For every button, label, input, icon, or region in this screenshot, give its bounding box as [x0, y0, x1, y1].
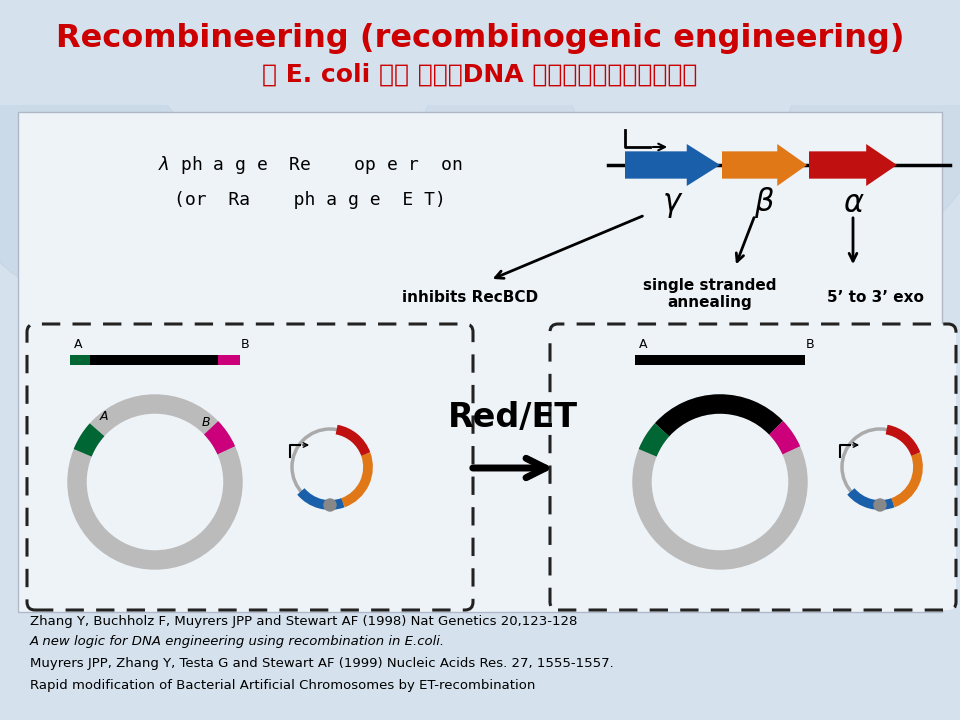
Text: B: B [241, 338, 250, 351]
Text: A: A [100, 410, 108, 423]
Circle shape [785, 45, 960, 235]
Text: A: A [638, 338, 647, 351]
Text: A: A [74, 338, 83, 351]
Text: Red/ET: Red/ET [448, 402, 578, 434]
Polygon shape [809, 144, 897, 186]
Text: A: A [665, 410, 674, 423]
FancyBboxPatch shape [0, 0, 960, 105]
Text: B: B [805, 338, 814, 351]
Polygon shape [722, 144, 807, 186]
FancyBboxPatch shape [550, 324, 956, 610]
Text: Muyrers JPP, Zhang Y, Testa G and Stewart AF (1999) Nucleic Acids Res. 27, 1555-: Muyrers JPP, Zhang Y, Testa G and Stewar… [30, 657, 613, 670]
Circle shape [420, 60, 580, 220]
Text: γ: γ [663, 189, 681, 217]
Polygon shape [625, 144, 720, 186]
Text: β: β [755, 187, 774, 218]
Text: (or  Ra    ph a g e  E T): (or Ra ph a g e E T) [174, 191, 446, 209]
FancyBboxPatch shape [18, 112, 942, 612]
Text: $\lambda$ ph a g e  Re    op e r  on: $\lambda$ ph a g e Re op e r on [157, 154, 462, 176]
Text: Recombineering (recombinogenic engineering): Recombineering (recombinogenic engineeri… [56, 22, 904, 53]
Text: Zhang Y, Buchholz F, Muyrers JPP and Stewart AF (1998) Nat Genetics 20,123-128: Zhang Y, Buchholz F, Muyrers JPP and Ste… [30, 616, 577, 629]
FancyBboxPatch shape [27, 324, 473, 610]
Text: 在 E. coli 中对 大片殽DNA 进行修饰的基因工程技术: 在 E. coli 中对 大片殽DNA 进行修饰的基因工程技术 [262, 63, 698, 87]
Text: A new logic for DNA engineering using recombination in E.coli.: A new logic for DNA engineering using re… [30, 636, 445, 649]
Circle shape [0, 65, 195, 295]
Text: B: B [202, 416, 210, 429]
Text: 5’ to 3’ exo: 5’ to 3’ exo [827, 290, 924, 305]
Circle shape [324, 499, 336, 511]
Text: inhibits RecBCD: inhibits RecBCD [402, 290, 538, 305]
Text: Rapid modification of Bacterial Artificial Chromosomes by ET-recombination: Rapid modification of Bacterial Artifici… [30, 678, 536, 691]
Text: single stranded
annealing: single stranded annealing [643, 278, 777, 310]
Circle shape [874, 499, 886, 511]
Text: α: α [843, 189, 863, 217]
Text: B: B [766, 416, 775, 429]
